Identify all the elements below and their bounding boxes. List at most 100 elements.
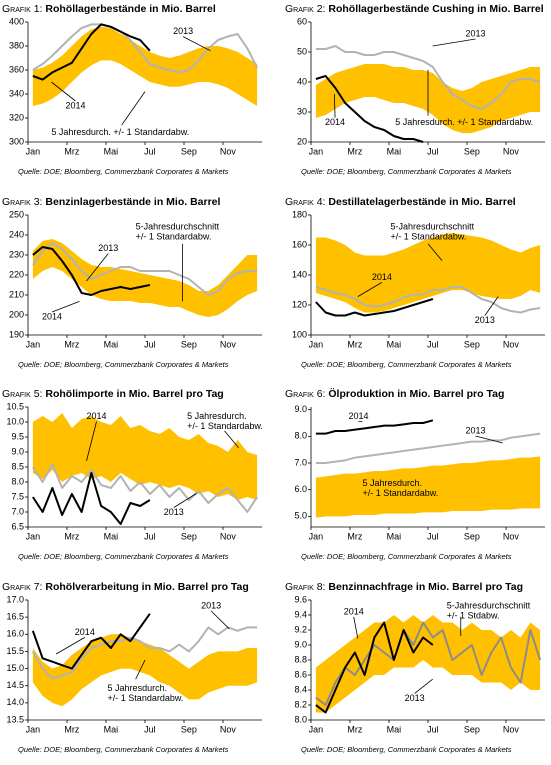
x-tick-label: Mrz [347, 724, 362, 734]
band-label: +/- 1 Standardabw. [362, 488, 438, 498]
y-tick-label: 6.0 [294, 484, 307, 494]
x-tick-label: Mrz [64, 339, 79, 349]
x-tick-label: Sep [181, 146, 197, 156]
x-tick-label: Sep [181, 339, 197, 349]
chart-panel: Grafik 7: Rohölverarbeitung in Mio. Barr… [2, 581, 262, 754]
y-tick-label: 180 [292, 209, 307, 219]
band-label: 5 Jahresdurch. [362, 478, 422, 488]
y-tick-label: 9.0 [11, 446, 24, 456]
y-tick-label: 160 [292, 239, 307, 249]
annotation-arrow [51, 301, 80, 313]
y-tick-label: 7.5 [11, 491, 24, 501]
source-note: Quelle: DOE; Bloomberg, Commerzbank Corp… [301, 167, 512, 176]
band-label: 5 Jahresdurch. [187, 411, 247, 421]
chart-title-text: Benzinlagerbestände in Mio. Barrel [45, 196, 220, 208]
series-label: 2013 [465, 425, 485, 435]
chart-title-text: Ölproduktion in Mio. Barrel pro Tag [328, 387, 504, 400]
source-note: Quelle: DOE; Bloomberg, Commerzbank Corp… [18, 745, 229, 754]
x-tick-label: Mrz [347, 531, 362, 541]
annotation-arrow [121, 91, 146, 126]
band-label: +/- 1 Standardabw. [108, 693, 184, 703]
y-tick-label: 8.2 [294, 699, 307, 709]
y-tick-label: 9.0 [294, 404, 307, 414]
annotation-arrow [51, 81, 76, 102]
y-tick-label: 14.5 [6, 680, 24, 690]
band-label: +/- 1 Standardabw. [136, 231, 212, 241]
series-label: 2013 [98, 243, 118, 253]
x-tick-label: Mai [104, 531, 119, 541]
y-tick-label: 340 [9, 88, 24, 98]
band-label: +/- 1 Stdabw. [447, 610, 500, 620]
x-tick-label: Mrz [347, 339, 362, 349]
chart-panel: Grafik 1: Rohöllagerbestände in Mio. Bar… [2, 3, 262, 176]
x-tick-label: Jan [26, 339, 41, 349]
band-label: 5 Jahresdurch. +/- 1 Standardabw. [395, 117, 533, 127]
band-label: 5 Jahresdurch. +/- 1 Standardabw. [51, 127, 189, 137]
series-line [32, 23, 151, 81]
y-tick-label: 9.6 [294, 594, 307, 604]
series-label: 2013 [475, 315, 495, 325]
chart-title: Grafik 2: Rohöllagerbestände Cushing in … [285, 3, 544, 15]
series-label: 2014 [344, 606, 364, 616]
x-tick-label: Jul [144, 339, 156, 349]
y-tick-label: 16.0 [6, 629, 24, 639]
chart-label: Grafik 8: [285, 581, 325, 593]
range-band [32, 413, 258, 500]
y-tick-label: 14.0 [6, 697, 24, 707]
x-tick-label: Nov [503, 724, 520, 734]
band-label: 5 Jahresdurch. [108, 683, 168, 693]
series-label: 2014 [87, 411, 107, 421]
y-tick-label: 13.5 [6, 714, 24, 724]
x-tick-label: Jul [427, 724, 439, 734]
band-label: 5-Jahresdurchschnitt [136, 221, 220, 231]
series-line [32, 626, 258, 680]
annotation-arrow [427, 243, 443, 261]
band-label: 5-Jahresdurchschnitt [391, 221, 475, 231]
series-line [315, 621, 542, 706]
annotation-arrow [357, 282, 383, 297]
annotation-arrow [414, 678, 433, 694]
source-note: Quelle: DOE; Bloomberg, Commerzbank Corp… [301, 745, 512, 754]
annotation-arrow [55, 637, 86, 655]
x-tick-label: Nov [220, 531, 237, 541]
x-tick-label: Mai [387, 146, 402, 156]
x-tick-label: Mrz [64, 531, 79, 541]
chart-label: Grafik 7: [2, 581, 42, 593]
x-tick-label: Jan [309, 339, 324, 349]
annotation-arrow [224, 430, 239, 449]
y-tick-label: 15.5 [6, 646, 24, 656]
y-tick-label: 380 [9, 40, 24, 50]
y-tick-label: 8.4 [294, 684, 307, 694]
x-tick-label: Sep [464, 724, 480, 734]
x-tick-label: Sep [464, 146, 480, 156]
y-tick-label: 400 [9, 16, 24, 26]
series-label: 2013 [201, 600, 221, 610]
band-label: 5-Jahresdurchschnitt [447, 600, 531, 610]
series-line [315, 75, 424, 143]
chart-title: Grafik 5: Rohölimporte in Mio. Barrel pr… [2, 388, 224, 400]
y-tick-label: 250 [9, 209, 24, 219]
x-tick-label: Jan [26, 724, 41, 734]
chart-panel: Grafik 2: Rohöllagerbestände Cushing in … [285, 3, 545, 176]
x-tick-label: Nov [220, 339, 237, 349]
chart-title-text: Rohölimporte in Mio. Barrel pro Tag [45, 388, 223, 400]
series-label: 2014 [372, 272, 392, 282]
chart-label: Grafik 1: [2, 3, 42, 15]
range-band [32, 26, 258, 106]
y-tick-label: 40 [297, 76, 307, 86]
chart-label: Grafik 6: [285, 388, 325, 400]
y-tick-label: 10.0 [6, 416, 24, 426]
source-note: Quelle: DOE; Bloomberg, Commerzbank Corp… [18, 360, 229, 369]
chart-title-text: Rohöllagerbestände Cushing in Mio. Barre… [328, 3, 543, 15]
chart-title: Grafik 1: Rohöllagerbestände in Mio. Bar… [2, 3, 216, 15]
y-tick-label: 8.0 [294, 714, 307, 724]
y-tick-label: 360 [9, 64, 24, 74]
y-tick-label: 15.0 [6, 663, 24, 673]
chart-title-text: Rohölverarbeitung in Mio. Barrel pro Tag [45, 581, 248, 593]
series-label: 2014 [325, 117, 345, 127]
y-tick-label: 120 [292, 299, 307, 309]
source-note: Quelle: DOE; Bloomberg, Commerzbank Corp… [18, 167, 229, 176]
y-tick-label: 190 [9, 329, 24, 339]
chart-label: Grafik 4: [285, 196, 325, 208]
series-line [315, 432, 541, 464]
